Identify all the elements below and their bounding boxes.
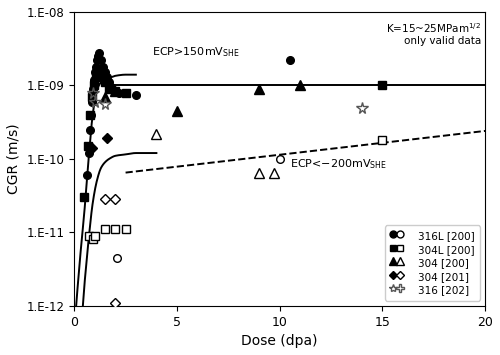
Text: ECP<$-$200mV$_{\mathregular{SHE}}$: ECP<$-$200mV$_{\mathregular{SHE}}$	[290, 157, 387, 171]
Y-axis label: CGR (m/s): CGR (m/s)	[7, 124, 21, 194]
X-axis label: Dose (dpa): Dose (dpa)	[242, 334, 318, 348]
Text: ECP>150mV$_{\mathregular{SHE}}$: ECP>150mV$_{\mathregular{SHE}}$	[152, 46, 240, 59]
Text: K=15~25MPam$^{1/2}$
only valid data: K=15~25MPam$^{1/2}$ only valid data	[386, 21, 481, 46]
Legend: 316L [200], 304L [200], 304 [200], 304 [201], 316 [202]: 316L [200], 304L [200], 304 [200], 304 […	[384, 225, 480, 301]
